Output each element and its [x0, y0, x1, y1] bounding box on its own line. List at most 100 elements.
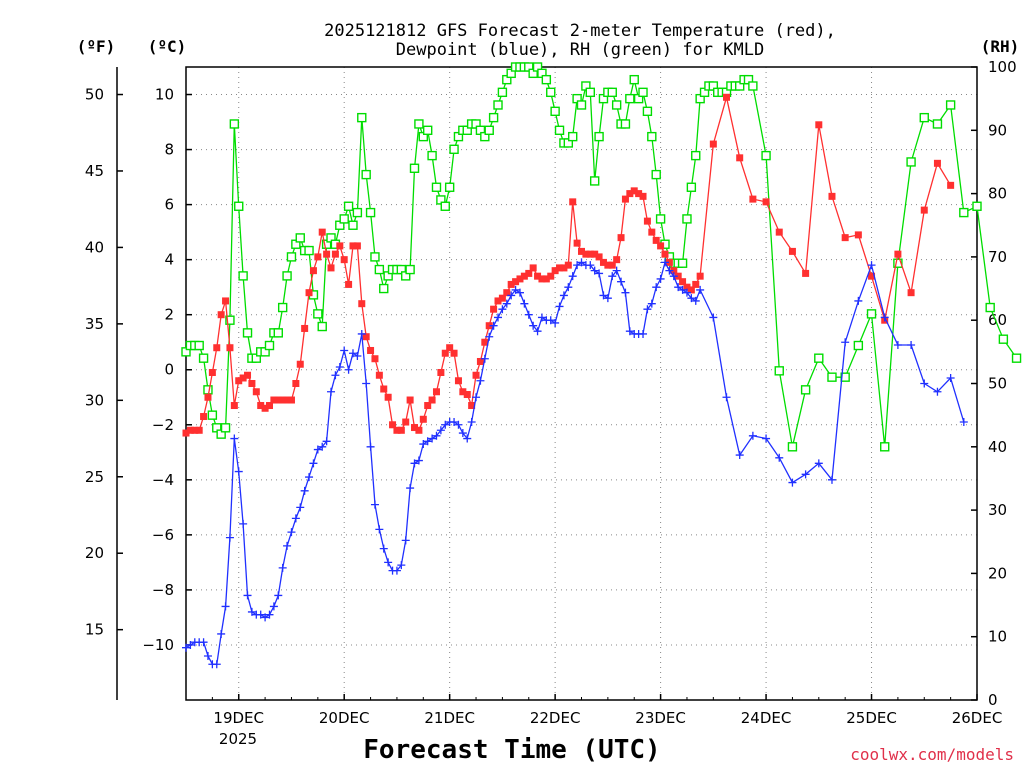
rh-point — [444, 182, 455, 192]
dewpoint-point — [533, 327, 542, 336]
temperature-point — [336, 242, 344, 250]
dewpoint-point — [748, 431, 757, 440]
rh-tick-label: 90 — [988, 121, 1007, 139]
rh-point — [361, 169, 371, 180]
dewpoint-point — [212, 660, 221, 669]
temperature-point — [683, 283, 691, 291]
temperature-point — [828, 192, 836, 200]
rh-point — [234, 201, 244, 211]
temperature-point — [415, 426, 423, 434]
dewpoint-point — [203, 651, 212, 660]
rh-point — [374, 264, 385, 275]
rh-point — [655, 214, 666, 224]
dewpoint-point — [625, 327, 634, 336]
rh-point — [998, 334, 1009, 344]
rh-point — [625, 93, 635, 104]
temperature-point — [485, 322, 493, 330]
temperature-point — [933, 159, 941, 167]
dewpoint-point — [507, 291, 516, 300]
dewpoint-point — [269, 602, 278, 611]
celsius-tick-label: −6 — [152, 526, 174, 544]
temperature-point — [314, 253, 322, 261]
temperature-point — [621, 195, 629, 203]
temperature-point — [687, 286, 695, 294]
celsius-unit-label: (ºC) — [148, 37, 187, 56]
dewpoint-point — [959, 418, 968, 427]
rh-point — [546, 87, 556, 98]
rh-point — [409, 163, 420, 173]
rh-series — [181, 62, 1022, 452]
rh-point — [651, 169, 661, 180]
dewpoint-point — [432, 431, 441, 440]
rh-tick-label: 80 — [988, 185, 1007, 203]
dewpoint-point — [476, 376, 485, 385]
temperature-point — [362, 333, 370, 341]
rh-point — [1011, 353, 1022, 363]
dewpoint-point — [555, 302, 564, 311]
rh-point — [238, 271, 248, 281]
rh-point — [207, 410, 218, 420]
rh-point — [589, 176, 600, 186]
temperature-point — [432, 388, 440, 396]
temperature-point — [402, 418, 410, 426]
temperature-point — [608, 261, 616, 269]
temperature-point — [498, 294, 506, 302]
rh-point — [242, 328, 253, 338]
dewpoint-point — [762, 434, 771, 443]
temperature-point — [520, 272, 528, 280]
dewpoint-point — [674, 283, 683, 292]
x-tick-label: 21DEC — [424, 709, 475, 727]
dewpoint-point — [414, 456, 423, 465]
rh-point — [787, 442, 798, 452]
dewpoint-point — [529, 321, 538, 330]
rh-point — [642, 106, 653, 117]
fahrenheit-tick-label: 20 — [85, 544, 104, 562]
temperature-point — [265, 402, 273, 410]
fahrenheit-tick-label: 35 — [85, 315, 104, 333]
temperature-point — [226, 344, 234, 352]
temperature-point — [643, 217, 651, 225]
temperature-point — [538, 275, 546, 283]
fahrenheit-tick-label: 40 — [85, 238, 104, 256]
rh-point — [594, 131, 604, 142]
dewpoint-point — [375, 525, 384, 534]
rh-point — [431, 182, 442, 192]
temperature-point — [191, 426, 199, 434]
dewpoint-point — [353, 351, 362, 360]
chart-title: 2025121812 GFS Forecast 2-meter Temperat… — [324, 21, 836, 41]
dewpoint-point — [814, 459, 823, 468]
temperature-point — [556, 264, 564, 272]
rh-point — [357, 112, 367, 123]
dewpoint-point — [225, 533, 234, 542]
temperature-point — [507, 280, 515, 288]
dewpoint-point — [291, 514, 300, 523]
dewpoint-point — [423, 437, 432, 446]
rh-point — [370, 252, 380, 262]
temperature-point — [736, 154, 744, 162]
x-axis: 2025 19DEC 20DEC 21DEC 22DEC 23DEC 24DEC 25DEC… — [211, 694, 1002, 748]
dewpoint-point — [344, 365, 353, 374]
temperature-point — [274, 396, 282, 404]
rh-point — [932, 119, 943, 129]
rh-unit-label: (RH) — [981, 37, 1020, 56]
temperature-point — [947, 181, 955, 189]
dewpoint-point — [379, 544, 388, 553]
rh-point — [343, 201, 354, 211]
dewpoint-point — [669, 272, 678, 281]
fahrenheit-unit-label: (ºF) — [77, 37, 116, 56]
rh-point — [686, 182, 697, 192]
rh-point — [220, 423, 231, 433]
temperature-point — [894, 250, 902, 258]
rh-point — [647, 131, 657, 142]
rh-point — [282, 271, 292, 281]
dewpoint-point — [735, 451, 744, 460]
temperature-point — [296, 360, 304, 368]
dewpoint-point — [331, 371, 340, 380]
temperature-point — [670, 267, 678, 275]
temperature-point — [213, 344, 221, 352]
rh-point — [488, 112, 499, 123]
dewpoint-point — [401, 536, 410, 545]
temperature-point — [564, 261, 572, 269]
temperature-point — [613, 256, 621, 264]
dewpoint-point — [498, 305, 507, 314]
